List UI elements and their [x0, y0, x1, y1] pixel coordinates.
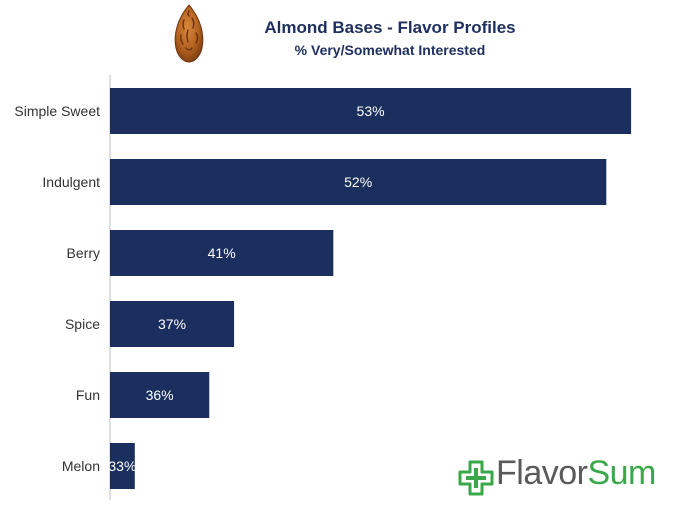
- brand-name-part2: Sum: [587, 454, 656, 492]
- chart-title: Almond Bases - Flavor Profiles: [264, 18, 516, 37]
- data-label: 41%: [208, 245, 236, 261]
- category-label: Simple Sweet: [14, 103, 100, 119]
- category-label: Berry: [67, 245, 100, 261]
- category-label: Spice: [65, 316, 100, 332]
- data-label: 33%: [108, 458, 136, 474]
- chart-subtitle: % Very/Somewhat Interested: [294, 42, 486, 58]
- plus-cross-logo-icon: [458, 460, 494, 496]
- bar-simple-sweet: [110, 88, 632, 134]
- category-label: Melon: [62, 458, 100, 474]
- bar-fun: [110, 372, 210, 418]
- brand-name-part1: Flavor: [496, 454, 588, 492]
- data-label: 52%: [344, 174, 372, 190]
- data-label: 36%: [146, 387, 174, 403]
- data-label: 37%: [158, 316, 186, 332]
- bar-spice: [110, 301, 235, 347]
- bar-berry: [110, 230, 334, 276]
- category-label: Fun: [76, 387, 100, 403]
- almond-icon: [174, 4, 204, 63]
- data-label: 53%: [357, 103, 385, 119]
- brand-wordmark: FlavorSum: [496, 454, 656, 493]
- category-label: Indulgent: [42, 174, 100, 190]
- bar-indulgent: [110, 159, 607, 205]
- bar-melon: [110, 443, 135, 489]
